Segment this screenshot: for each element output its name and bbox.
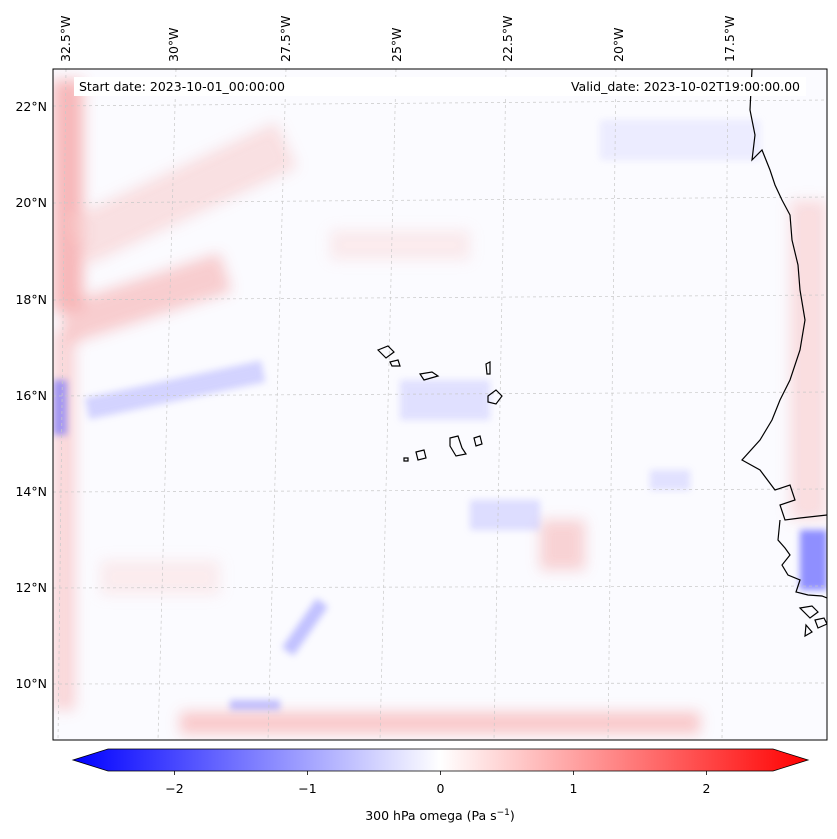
colorbar-label: 300 hPa omega (Pa s−1) [365, 808, 515, 823]
valid-date-label: Valid_date: 2023-10-02T19:00:00.00 [571, 79, 800, 94]
start-date-label: Start date: 2023-10-01_00:00:00 [79, 79, 285, 94]
latitude-labels: 22°N 20°N 18°N 16°N 14°N 12°N 10°N [15, 99, 47, 691]
colorbar-bar [71, 748, 810, 772]
colorbar-tick-label: −1 [298, 781, 316, 796]
cape-verde-islands [376, 345, 503, 462]
senegal-gambia-coast [777, 519, 827, 599]
lat-label-16n: 16°N [15, 388, 47, 403]
longitude-labels: 32.5°W 30°W 27.5°W 25°W 22.5°W 20°W 17.5… [58, 16, 737, 62]
header-strip [74, 77, 806, 96]
guinea-bissau-islands [798, 605, 827, 638]
lat-label-12n: 12°N [15, 580, 47, 595]
lat-label-22n: 22°N [15, 99, 47, 114]
lat-label-20n: 20°N [15, 195, 47, 210]
lon-label-22-5w: 22.5°W [500, 16, 515, 62]
colorbar-tick-label: 2 [703, 781, 711, 796]
colorbar-ticks: −2 −1 0 1 2 [165, 771, 710, 796]
colorbar-tick-label: 0 [437, 781, 445, 796]
colorbar-tick-label: 1 [570, 781, 578, 796]
graticule [53, 69, 827, 740]
lon-label-32-5w: 32.5°W [58, 16, 73, 62]
map-frame [52, 68, 828, 741]
colorbar: −2 −1 0 1 2 300 hPa omega (Pa s−1) [71, 748, 810, 823]
lat-label-14n: 14°N [15, 484, 47, 499]
africa-coastline [741, 69, 827, 521]
lat-label-18n: 18°N [15, 292, 47, 307]
lon-label-17-5w: 17.5°W [722, 16, 737, 62]
map-panel: Start date: 2023-10-01_00:00:00 Valid_da… [52, 68, 828, 741]
lat-label-10n: 10°N [15, 676, 47, 691]
colorbar-tick-label: −2 [165, 781, 183, 796]
lon-label-25w: 25°W [389, 27, 404, 62]
lon-label-30w: 30°W [166, 27, 181, 62]
coastlines [376, 69, 827, 638]
omega-field [53, 80, 827, 734]
lon-label-27-5w: 27.5°W [278, 16, 293, 62]
lon-label-20w: 20°W [611, 27, 626, 62]
